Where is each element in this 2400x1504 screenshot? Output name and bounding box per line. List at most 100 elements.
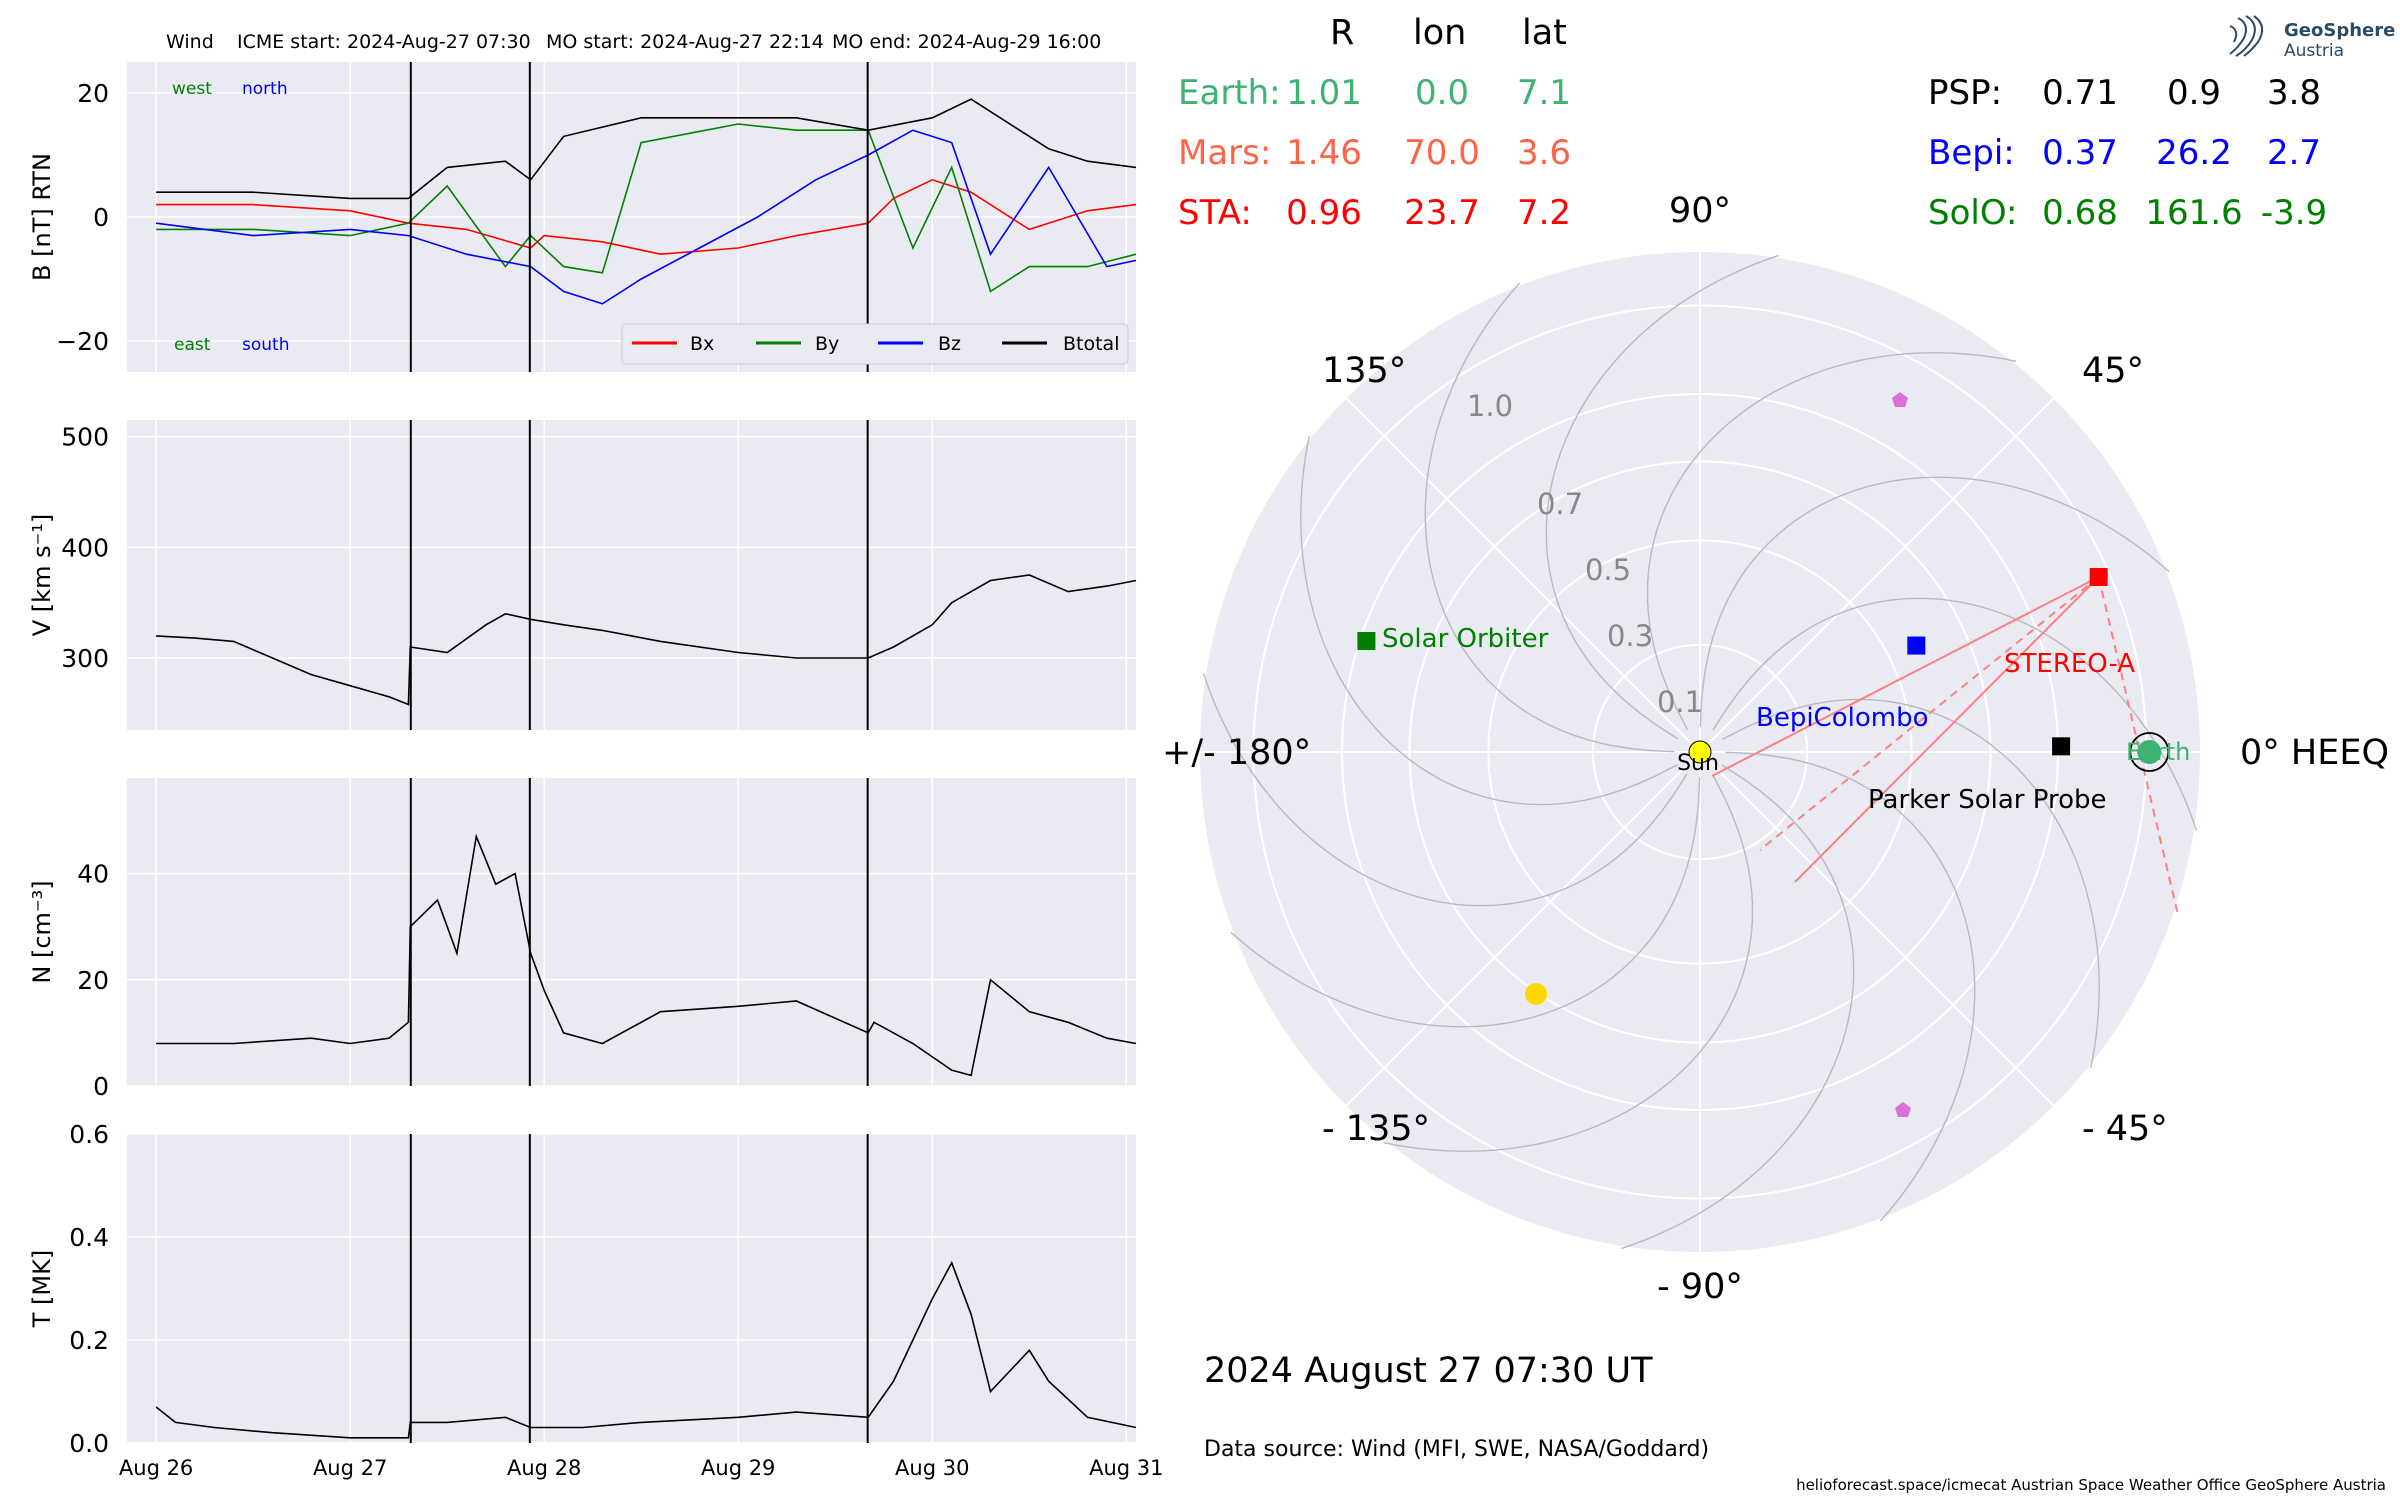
parker-spiral-line (1202, 673, 1688, 907)
y-tick-label: 400 (61, 533, 109, 562)
x-tick-label: Aug 27 (313, 1456, 387, 1480)
planet-marker-pentagon (1892, 392, 1908, 407)
table-left-lat: 7.1 (1517, 73, 1571, 113)
table-left-lon: 23.7 (1404, 193, 1480, 233)
table-left-r: 1.01 (1286, 73, 1362, 113)
y-axis-label: T [MK] (28, 1250, 56, 1328)
y-tick-label: 20 (77, 79, 109, 108)
y-tick-label: 0 (93, 1072, 109, 1101)
panel-background (127, 778, 1136, 1086)
y-tick-label: 0.4 (69, 1223, 109, 1252)
logo-swirl-icon (2229, 15, 2264, 57)
annotation-east: east (174, 335, 211, 355)
angle-label-135: 135° (1322, 351, 1406, 391)
angle-label-90: 90° (1669, 191, 1731, 231)
header-icme-start: ICME start: 2024-Aug-27 07:30 (237, 31, 531, 53)
angle-label-45: 45° (2082, 351, 2144, 391)
y-axis-label: B [nT] RTN (28, 153, 56, 281)
label-earth: Earth (2126, 738, 2190, 766)
parker-spiral-line (1383, 774, 1754, 1152)
sta-fov-line (1711, 576, 2100, 777)
angle-label-180: +/- 180° (1162, 733, 1311, 773)
parker-spiral-line (1621, 764, 1855, 1250)
parker-spiral-line (1300, 435, 1678, 806)
annotation-north: north (242, 79, 288, 99)
series-line-by (156, 123, 1137, 293)
parker-spiral-line (1230, 777, 1701, 1028)
position-table: R lon lat Earth: 1.01 0.0 7.1 Mars: 1.46 70.0 3… (1178, 13, 2327, 233)
label-bepi: BepiColombo (1756, 703, 1929, 733)
angle-label-m45: - 45° (2082, 1109, 2168, 1149)
label-psp: Parker Solar Probe (1868, 785, 2106, 815)
series-line-btotal (156, 98, 1137, 200)
table-right-lon: 26.2 (2156, 133, 2232, 173)
parker-spiral-line (1646, 352, 2017, 730)
table-header-lat: lat (1522, 13, 1567, 53)
b-legend: Bx By Bz Btotal (621, 323, 1129, 365)
table-left-lon: 70.0 (1404, 133, 1480, 173)
polar-grid (1200, 252, 2200, 1252)
earth-ring (2129, 732, 2170, 772)
series-line-panel3 (155, 1260, 1137, 1439)
annotation-south: south (242, 335, 289, 355)
panel-temperature: Aug 26 Aug 27 Aug 28 Aug 29 Aug 30 Aug 31 0.6 0… (28, 1120, 1164, 1480)
table-header-lon: lon (1413, 13, 1466, 53)
radial-label-0.7: 0.7 (1537, 487, 1583, 521)
table-right-lat: 2.7 (2267, 133, 2321, 173)
logo-line2: Austria (2284, 41, 2344, 61)
x-tick-label: Aug 26 (119, 1456, 193, 1480)
stereo-a-marker (2089, 567, 2108, 586)
y-tick-label: −20 (56, 327, 109, 356)
angular-grid-line (1345, 751, 1701, 1107)
logo-line1: GeoSphere (2284, 20, 2395, 41)
parker-spiral-line (1545, 254, 1779, 740)
table-left-name: Mars: (1178, 133, 1271, 173)
x-tick-label: Aug 28 (507, 1456, 581, 1480)
footer-date: 2024 August 27 07:30 UT (1204, 1351, 1653, 1391)
header-spacecraft: Wind (166, 31, 214, 53)
table-left-name: STA: (1178, 193, 1252, 233)
angular-grid-line (1699, 751, 2055, 1107)
panel-background (127, 1134, 1136, 1443)
table-right-r: 0.68 (2042, 193, 2118, 233)
legend-btotal-label: Btotal (1063, 333, 1119, 355)
table-header-r: R (1330, 13, 1354, 53)
parker-spiral-line (1725, 751, 1976, 1222)
y-tick-label: 500 (61, 423, 109, 452)
legend-by-label: By (815, 333, 839, 355)
bepicolombo-marker (1907, 636, 1926, 655)
polar-markers (1357, 392, 2179, 1117)
footer-source: Data source: Wind (MFI, SWE, NASA/Goddar… (1204, 1437, 1709, 1462)
angle-label-0: 0° HEEQ (2240, 733, 2389, 773)
parker-spiral-line (1424, 282, 1675, 753)
series-line-bz (155, 129, 1137, 305)
header-mo-start: MO start: 2024-Aug-27 22:14 (546, 31, 824, 53)
radial-label-0.3: 0.3 (1607, 619, 1653, 653)
parker-spiral-line (1699, 476, 2170, 727)
table-right-lat: 3.8 (2267, 73, 2321, 113)
y-tick-label: 40 (77, 860, 109, 889)
legend-bx-label: Bx (690, 333, 714, 355)
x-tick-label: Aug 30 (895, 1456, 969, 1480)
footer-credits: helioforecast.space/icmecat Austrian Spa… (1796, 1476, 2386, 1494)
angle-label-m90: - 90° (1657, 1267, 1743, 1307)
table-left-r: 1.46 (1286, 133, 1362, 173)
table-rows: Earth: 1.01 0.0 7.1 Mars: 1.46 70.0 3.6 STA: 0.96… (1178, 73, 2327, 233)
y-tick-label: 0.2 (69, 1326, 109, 1355)
table-left-name: Earth: (1178, 73, 1281, 113)
table-right-r: 0.71 (2042, 73, 2118, 113)
y-tick-label: 300 (61, 644, 109, 673)
legend-box (621, 323, 1129, 365)
radial-label-0.5: 0.5 (1585, 553, 1631, 587)
earth-marker (2137, 740, 2162, 764)
annotation-west: west (172, 79, 212, 99)
y-axis-label: V [km s⁻¹] (28, 514, 56, 636)
radial-label-0.1: 0.1 (1657, 685, 1703, 719)
series-line-panel1 (156, 574, 1137, 706)
label-solo: Solar Orbiter (1382, 624, 1549, 654)
legend-bz-label: Bz (938, 333, 961, 355)
table-left-lon: 0.0 (1415, 73, 1469, 113)
